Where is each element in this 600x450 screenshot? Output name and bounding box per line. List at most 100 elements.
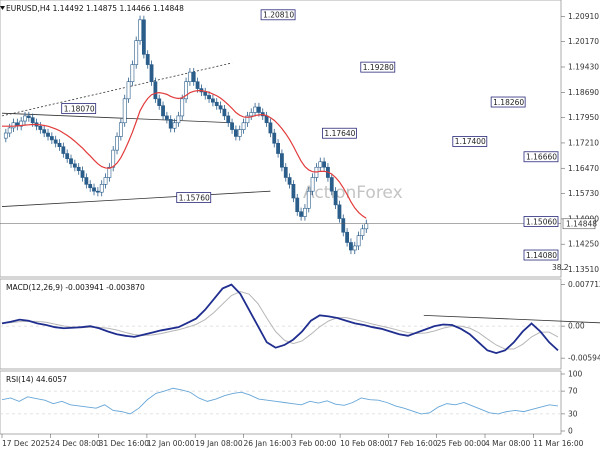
price-candle-body [42,129,47,134]
macd-tick-label: 0.00 [568,322,585,331]
time-tick-label: 26 Jan 16:00 [244,439,292,448]
price-candle-body [122,98,127,124]
macd-trendline [423,314,600,324]
price-annotation-box [322,127,357,139]
price-candle-body [84,177,89,185]
price-candle-body [176,115,181,124]
price-tick-label: 1.19430 [568,63,599,72]
dropdown-triangle-icon[interactable] [0,6,5,10]
price-candle-body [61,146,66,154]
time-tick-label: 4 Mar 08:00 [485,439,531,448]
price-candle-body [49,136,54,141]
price-candle-body [126,81,131,100]
price-tick-label: 1.17210 [568,138,599,147]
price-candle-body [237,129,242,137]
price-candle-body [264,115,269,124]
price-candle-body [153,81,158,100]
price-axis: 1.20910 1.20170 1.19430 1.18690 1.17950 1.172… [561,12,599,274]
price-candle-body [92,187,96,192]
price-candle-body [214,101,219,106]
price-candle-body [241,122,246,130]
price-candle-body [333,190,338,206]
price-candle-body [352,245,357,251]
price-tick-label: 1.18690 [568,88,599,97]
rsi-tick-label: 30 [568,409,578,418]
price-candle-body [287,177,292,185]
price-candle-body [118,122,123,137]
price-candle-body [161,105,165,117]
price-candle-body [88,184,93,189]
price-annotation-box [523,249,559,261]
price-candle-body [234,129,238,137]
price-candle-body [218,105,223,110]
last-price-label: 1.14848 [566,219,597,228]
rsi-line [1,387,559,415]
price-candle-body [11,122,16,129]
price-candle-body [7,127,12,134]
price-trendline [1,112,233,124]
time-tick-label: 10 Feb 08:00 [340,439,389,448]
price-candle-body [360,228,365,236]
macd-axis: 0.007712 0.00 -0.005944 [561,280,600,363]
price-candle-body [303,207,307,217]
price-candle-body [141,19,146,55]
price-candle-body [245,115,250,124]
time-tick-label: 31 Dec 16:00 [99,439,150,448]
watermark: ActionForex [303,183,403,203]
price-candle-body [103,177,108,185]
price-candle-body [345,231,350,243]
rsi-tick-label: 0 [568,427,573,436]
time-tick-label: 17 Dec 2025 [2,439,50,448]
price-candle-body [23,115,27,122]
price-candle-body [349,242,353,251]
price-candle-body [72,163,77,168]
macd-header: MACD(12,26,9) -0.003941 -0.003870 [6,283,145,292]
time-tick-label: 24 Dec 08:00 [50,439,101,448]
moving-average-line [2,90,367,219]
price-tick-label: 1.20910 [568,12,599,21]
price-candle-body [226,115,231,124]
price-candle-body [276,142,280,154]
price-candle-body [210,98,215,103]
price-annotations: 1.18070 1.15760 1.20810 1.17640 1.19280 1.174… [61,9,559,261]
price-candle-body [19,120,24,127]
price-annotation-label: 1.20810 [263,11,294,20]
price-candle-body [38,125,43,130]
rsi-pane [0,370,562,435]
price-candle-body [172,122,177,129]
time-tick-label: 17 Feb 16:00 [388,439,437,448]
price-candle-body [76,166,81,171]
price-candle-body [130,64,135,83]
rsi-header: RSI(14) 44.6057 [6,375,67,384]
price-candle-body [57,142,62,148]
time-tick-label: 25 Feb 00:00 [437,439,486,448]
price-tick-label: 1.16470 [568,164,599,173]
price-annotation-label: 1.19280 [363,63,394,72]
price-candle-body [149,64,154,83]
time-tick-label: 3 Feb 00:00 [292,439,337,448]
price-annotation-box [260,9,296,21]
price-annotation-box [176,192,212,203]
price-candle-body [168,119,173,129]
price-annotation-label: 1.17400 [455,137,486,146]
price-candle-body [69,158,73,165]
price-annotation-box [360,61,396,73]
price-candle-body [364,223,369,230]
time-tick-label: 11 Mar 16:00 [533,439,583,448]
price-annotation-label: 1.15060 [526,217,557,226]
time-tick-label: 12 Jan 00:00 [147,439,195,448]
price-candle-body [107,166,112,178]
price-candle-body [95,190,100,193]
rsi-tick-label: 70 [568,387,578,396]
price-candle-body [222,108,227,117]
price-tick-label: 1.15730 [568,189,599,198]
price-candle-body [329,177,334,192]
price-trendline [1,190,271,207]
rsi-axis: 100 70 30 0 [561,370,583,436]
price-annotation-box [523,216,559,227]
price-candle-body [53,139,58,144]
price-candle-body [115,136,119,151]
price-tick-label: 1.17950 [568,113,599,122]
price-candle-body [138,19,142,41]
